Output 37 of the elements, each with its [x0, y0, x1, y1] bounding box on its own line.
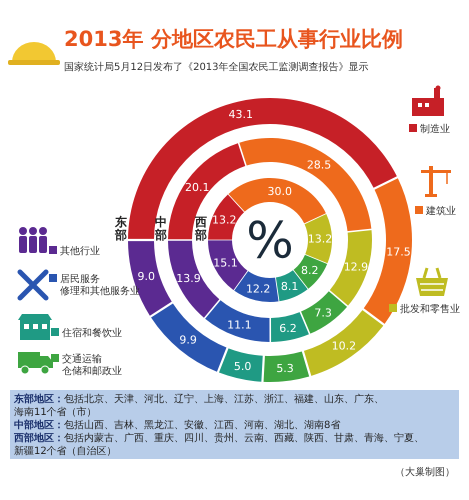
chart-title: 2013年 分地区农民工从事行业比例: [64, 27, 403, 51]
data-label: 15.1: [213, 256, 238, 270]
data-label: 17.5: [386, 246, 411, 259]
data-label: 13.2: [212, 214, 236, 227]
data-label: 9.0: [137, 270, 155, 284]
legend-label: 交通运输仓储和邮政业: [62, 353, 122, 377]
data-label: 7.3: [314, 306, 332, 320]
legend-label: 批发和零售业: [400, 303, 460, 315]
data-label: 28.5: [306, 158, 332, 172]
data-label: 5.3: [276, 362, 294, 375]
slice-label: 东部: [114, 215, 127, 242]
legend-label: 建筑业: [425, 205, 456, 217]
text: （大巢制图）: [395, 466, 455, 478]
data-label: 13.2: [308, 232, 332, 246]
text: 东部地区：包括北京、天津、河北、辽宁、上海、江苏、浙江、福建、山东、广东、海南11个省（市）: [13, 393, 384, 418]
legend-label: 制造业: [420, 123, 450, 135]
text: 西部地区：包括内蒙古、广西、重庆、四川、贵州、云南、西藏、陕西、甘肃、青海、宁夏、新疆12个省（自治区）: [13, 432, 424, 457]
data-label: 12.9: [344, 260, 368, 274]
data-label: 8.1: [280, 280, 298, 293]
data-label: 43.1: [228, 108, 253, 122]
data-label: 11.1: [227, 318, 252, 332]
legend-label: 住宿和餐饮业: [62, 327, 122, 339]
legend-label: 其他行业: [60, 245, 100, 257]
data-label: 5.0: [234, 360, 252, 373]
data-label: 13.9: [176, 272, 201, 285]
slice-label: 西部: [194, 215, 207, 242]
text: %: [246, 212, 294, 270]
slice-label: 中部: [154, 215, 167, 242]
data-label: 8.2: [301, 264, 319, 278]
data-label: 20.1: [184, 180, 210, 194]
data-label: 12.2: [246, 282, 270, 296]
data-label: 30.0: [267, 184, 292, 198]
data-label: 6.2: [279, 322, 297, 336]
data-label: 10.2: [332, 340, 356, 353]
chart-subtitle: 国家统计局5月12日发布了《2013年全国农民工监测调查报告》显示: [64, 61, 369, 73]
data-label: 9.9: [179, 334, 197, 347]
text: 中部地区：包括山西、吉林、黑龙江、安徽、江西、河南、湖北、湖南8省: [14, 419, 340, 431]
